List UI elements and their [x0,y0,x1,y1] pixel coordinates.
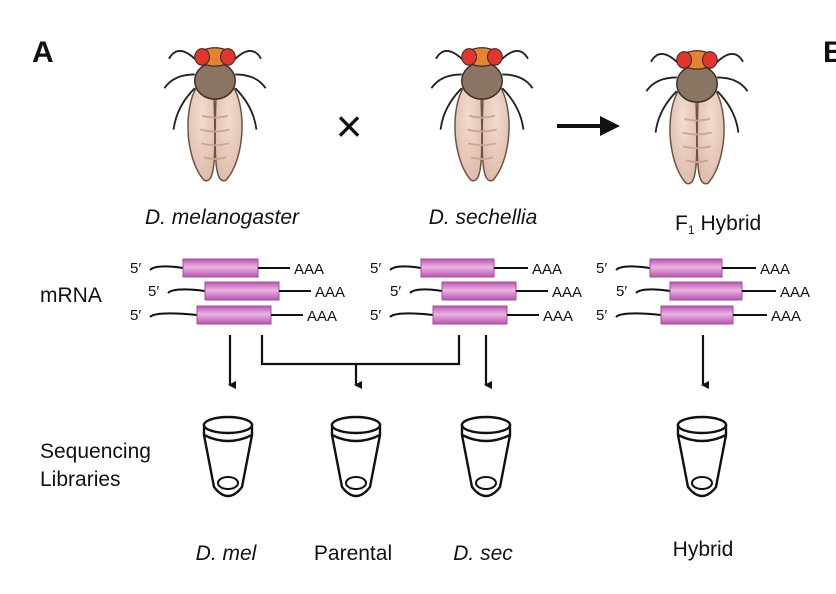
utr-line [149,312,198,318]
hybrid-word: Hybrid [701,212,762,235]
poly-a-label: AAA [760,261,790,278]
mrna-transcript: 5′ AAA [390,281,582,301]
mrna-transcript: 5′ AAA [370,305,573,325]
hybrid-label: F1 Hybrid [675,212,761,237]
connector-lines [228,335,709,389]
species-label-sechellia: D. sechellia [429,206,538,229]
hybrid-prefix: F [675,212,688,235]
utr-line [635,288,671,294]
exon-block [432,305,508,325]
utr-line [389,312,434,318]
mrna-transcript: 5′ AAA [130,305,337,325]
exon-block [420,258,495,278]
tube-icon-mel [202,415,254,498]
five-prime-label: 5′ [596,260,607,277]
fly-icon-hybrid [645,49,749,185]
fly-icon-sechellia [430,46,534,182]
poly-a-label: AAA [294,261,324,278]
panel-label-a: A [32,36,54,69]
species-label-melanogaster: D. melanogaster [145,206,300,229]
library-label-parental: Parental [314,542,392,565]
cross-symbol: × [336,100,363,152]
mrna-group-mel: 5′ AAA 5′ AAA 5′ AAA [130,258,345,325]
tube-icon-sec [460,415,512,498]
library-label-hybrid: Hybrid [673,538,734,561]
utr-line [615,312,662,318]
utr-line [409,288,443,294]
poly-a-label: AAA [771,308,801,325]
mrna-label: mRNA [40,284,102,307]
five-prime-label: 5′ [370,307,381,324]
five-prime-label: 5′ [616,283,627,300]
tube-icon-hybrid [676,415,728,498]
utr-line [149,265,184,271]
exon-block [660,305,734,325]
mrna-transcript: 5′ AAA [596,258,790,278]
five-prime-label: 5′ [390,283,401,300]
mrna-group-sec: 5′ AAA 5′ AAA 5′ AAA [370,258,582,325]
exon-block [182,258,259,278]
utr-line [389,265,422,271]
mrna-transcript: 5′ AAA [370,258,562,278]
panel-label-b: B [823,36,836,69]
five-prime-label: 5′ [148,283,159,300]
mrna-group-hyb: 5′ AAA 5′ AAA 5′ AAA [596,258,810,325]
mrna-groups: 5′ AAA 5′ AAA 5′ AAA 5′ AAA 5′ AAA 5′ AAA 5′ AAA 5′ AAA… [130,258,810,325]
poly-a-label: AAA [315,284,345,301]
poly-a-label: AAA [543,308,573,325]
mrna-transcript: 5′ AAA [596,305,801,325]
five-prime-label: 5′ [130,260,141,277]
hybrid-subscript: 1 [688,223,695,237]
exon-block [669,281,743,301]
five-prime-label: 5′ [370,260,381,277]
mrna-transcript: 5′ AAA [130,258,324,278]
five-prime-label: 5′ [596,307,607,324]
exon-block [196,305,272,325]
library-label-mel: D. mel [196,542,258,565]
tube-icon-parental [330,415,382,498]
mrna-transcript: 5′ AAA [616,281,810,301]
fly-icon-melanogaster [163,46,267,182]
utr-line [615,265,651,271]
poly-a-label: AAA [780,284,810,301]
sequencing-label-line1: Sequencing [40,440,151,463]
mrna-transcript: 5′ AAA [148,281,345,301]
poly-a-label: AAA [532,261,562,278]
utr-line [167,288,206,294]
sequencing-label-line2: Libraries [40,468,121,491]
right-arrow-icon [557,116,620,136]
five-prime-label: 5′ [130,307,141,324]
library-label-sec: D. sec [453,542,513,565]
exon-block [441,281,517,301]
poly-a-label: AAA [307,308,337,325]
exon-block [204,281,280,301]
poly-a-label: AAA [552,284,582,301]
exon-block [649,258,723,278]
